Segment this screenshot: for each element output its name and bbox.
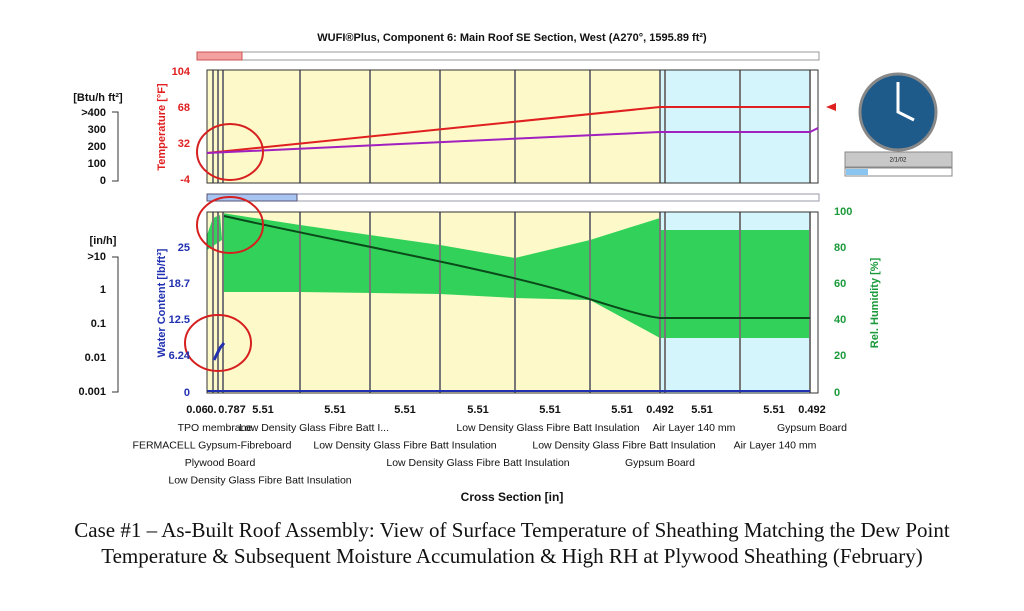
rh-line (223, 215, 810, 319)
layer-label: Gypsum Board (777, 422, 847, 434)
flux-tick-label: 100 (88, 158, 106, 170)
layer-label: Air Layer 140 mm (734, 439, 817, 451)
temperature-tick-label: 32 (178, 138, 190, 150)
rate-tick-label: 0.1 (91, 318, 106, 330)
x-tick-label: 5.51 (691, 404, 712, 416)
rh-tick-label: 0 (834, 387, 840, 399)
flux-tick-label: 200 (88, 141, 106, 153)
rh-tick-label: 20 (834, 350, 846, 362)
x-tick-label: 0.492 (798, 404, 826, 416)
layer-strip-mark (196, 51, 243, 61)
layer-label: Low Density Glass Fibre Batt Insulation (456, 422, 639, 434)
x-tick-label: 5.51 (539, 404, 560, 416)
flux-scale (112, 111, 119, 182)
highlight-circle (196, 123, 264, 181)
rate-scale (112, 256, 119, 393)
plot-region-insulation (207, 70, 660, 183)
water-tick-label: 0 (184, 387, 190, 399)
temperature-axis-label: Temperature [°F] (156, 83, 168, 171)
rh-tick-label: 40 (834, 314, 846, 326)
wufi-screenshot: WUFI®Plus, Component 6: Main Roof SE Sec… (73, 32, 953, 504)
layer-strip-mark (206, 193, 298, 202)
x-tick-label: 0.787 (218, 404, 246, 416)
flux-tick-label: >400 (81, 107, 106, 119)
layer-label: Low Density Glass Fibre Batt Insulation (386, 457, 569, 469)
temperature-tick-label: 68 (178, 102, 190, 114)
x-tick-label: 0.492 (646, 404, 674, 416)
caption: Case #1 – As-Built Roof Assembly: View o… (74, 518, 950, 568)
rh-tick-label: 80 (834, 242, 846, 254)
plot-region-air (660, 70, 810, 183)
temperature-tick-label: 104 (172, 66, 191, 78)
x-tick-label: 5.51 (611, 404, 632, 416)
date-box (844, 151, 953, 168)
x-axis-label: Cross Section [in] (461, 490, 564, 504)
water-tick-label: 6.24 (169, 350, 191, 362)
layer-label: Plywood Board (185, 457, 256, 469)
rate-tick-label: 0.001 (78, 386, 106, 398)
layer-boundaries (212, 70, 811, 183)
flux-unit: [Btu/h ft²] (73, 92, 123, 104)
layer-label: Low Density Glass Fibre Batt Insulation (168, 474, 351, 486)
highlight-circle (196, 196, 264, 254)
water-tick-label: 25 (178, 242, 190, 254)
layer-strip (206, 193, 820, 202)
temperature-marker (826, 103, 836, 111)
rate-unit: [in/h] (90, 235, 117, 247)
clock-hands (896, 82, 915, 122)
layer-label: TPO membrane (178, 422, 253, 434)
layer-label: Gypsum Board (625, 457, 695, 469)
layer-label: Low Density Glass Fibre Batt Insulation (313, 439, 496, 451)
x-tick-label: 5.51 (763, 404, 784, 416)
layer-strip (196, 51, 820, 61)
flux-tick-label: 0 (100, 175, 106, 187)
x-tick-label: 5.51 (394, 404, 415, 416)
flux-tick-label: 300 (88, 124, 106, 136)
x-tick-label: 5.51 (252, 404, 273, 416)
rate-tick-label: 0.01 (85, 352, 106, 364)
x-tick-label: 0. (207, 404, 216, 416)
rh-tick-label: 60 (834, 278, 846, 290)
plot-frame (206, 69, 819, 184)
progress-fill (846, 169, 868, 175)
water-tick-label: 12.5 (169, 314, 190, 326)
water-content-spike (212, 342, 226, 361)
layer-label: FERMACELL Gypsum-Fibreboard (133, 439, 292, 451)
x-tick-label: 5.51 (324, 404, 345, 416)
temperature-line (206, 106, 810, 154)
temperature-tick-label: -4 (180, 174, 191, 186)
plot-frame (206, 211, 819, 394)
title: WUFI®Plus, Component 6: Main Roof SE Sec… (317, 32, 707, 44)
layer-label: Low Density Glass Fibre Batt I... (239, 422, 389, 434)
rate-tick-label: 1 (100, 284, 106, 296)
rh-tick-label: 100 (834, 206, 852, 218)
highlight-circle (184, 314, 252, 372)
layer-label: Low Density Glass Fibre Batt Insulation (532, 439, 715, 451)
rate-tick-label: >10 (87, 251, 106, 263)
layer-label: Air Layer 140 mm (653, 422, 736, 434)
water-axis-label: Water Content [lb/ft³] (156, 248, 168, 357)
progress-bar (844, 167, 953, 177)
water-tick-label: 18.7 (169, 278, 190, 290)
date: 2/1/02 (890, 158, 907, 164)
x-tick-label: 5.51 (467, 404, 488, 416)
x-tick-label: 0.06 (186, 404, 207, 416)
layer-boundaries (212, 212, 811, 393)
rh-axis-label: Rel. Humidity [%] (869, 257, 881, 348)
dew-point-line (206, 127, 819, 154)
